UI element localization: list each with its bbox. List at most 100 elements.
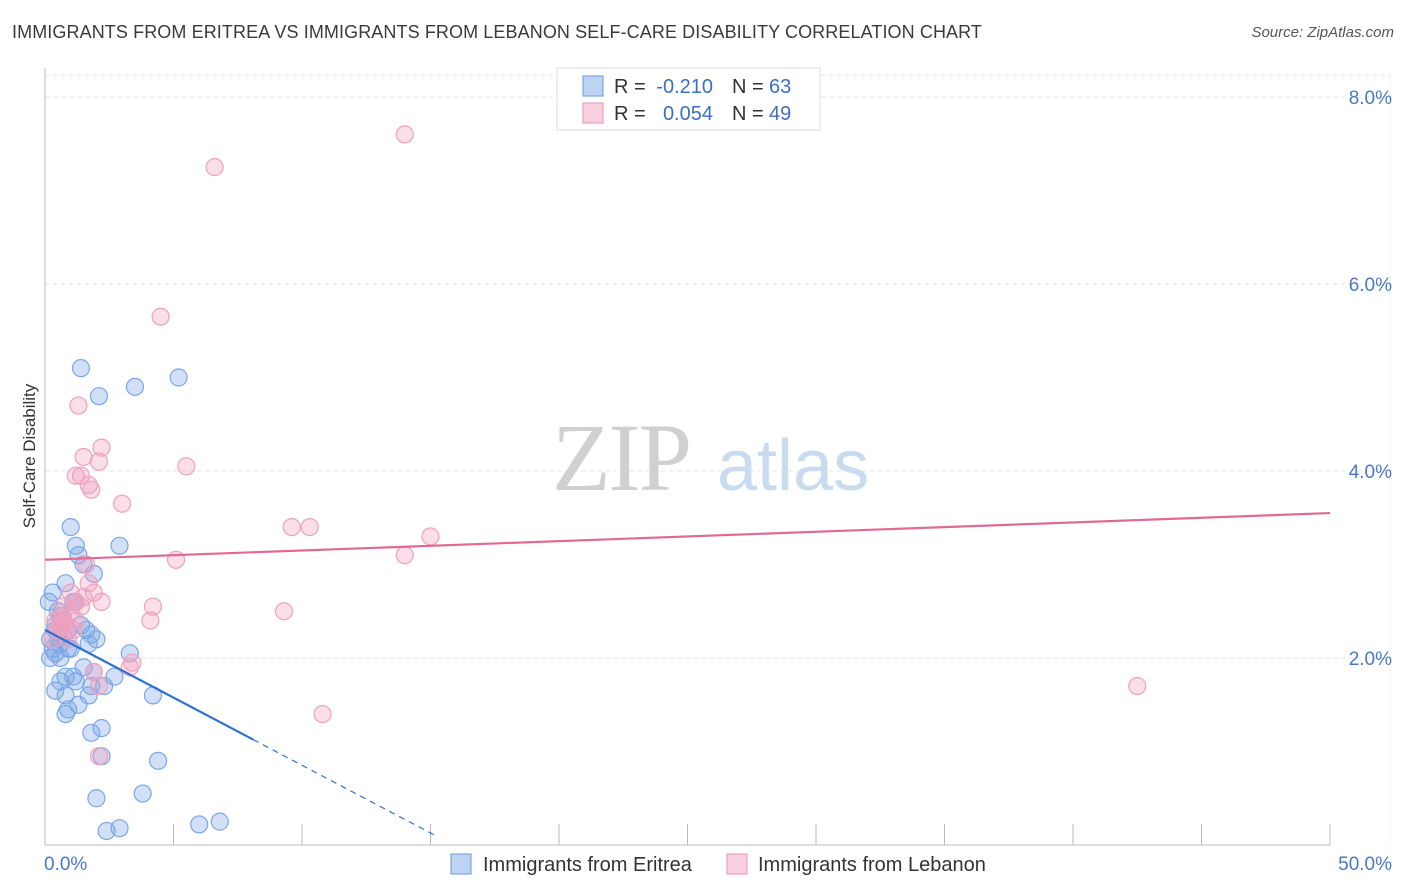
stats-n-label: N = [732,76,764,98]
eritrea-point [41,648,60,668]
eritrea-trend-line [44,628,254,741]
y-tick-label: 2.0% [1349,649,1392,670]
eritrea-point [71,359,91,378]
legend-label-lebanon: Immigrants from Lebanon [758,854,986,876]
stats-r-value: -0.210 [656,76,713,98]
eritrea-point [133,784,152,803]
eritrea-point [56,686,75,705]
lebanon-point [177,457,196,476]
legend-label-eritrea: Immigrants from Eritrea [483,854,693,876]
eritrea-point [92,719,111,738]
y-tick-label: 6.0% [1349,275,1392,296]
stats-swatch [582,75,604,97]
legend-swatch-lebanon [726,853,748,875]
lebanon-point [1128,676,1147,696]
axes [44,68,1331,846]
eritrea-point [190,815,209,834]
stats-n-label: N = [732,103,764,125]
eritrea-point [51,672,70,691]
lebanon-point [395,125,414,144]
eritrea-point [148,751,168,770]
lebanon-point [79,574,98,593]
eritrea-point [169,368,188,387]
eritrea-point [56,704,75,724]
lebanon-point [395,546,414,565]
lebanon-point [274,602,294,621]
x-tick-label: 0.0% [44,854,87,875]
y-tick-label: 8.0% [1349,88,1392,109]
lebanon-point [89,676,109,696]
trend-lines [44,511,1331,837]
lebanon-trend-line [44,511,1331,561]
eritrea-point [82,723,101,742]
lebanon-point [313,704,332,724]
eritrea-point [110,819,129,838]
watermark: ZIP atlas [552,404,869,511]
eritrea-trend-extension [252,739,436,837]
gridlines [45,74,1391,845]
eritrea-point [210,812,229,831]
eritrea-point [95,676,114,696]
lebanon-point [77,555,96,574]
legend-swatch-eritrea [450,853,472,875]
lebanon-point [92,592,111,612]
eritrea-point [89,387,109,406]
y-tick-labels: 2.0% 4.0% 6.0% 8.0% [1349,88,1392,670]
eritrea-point [56,574,75,593]
lebanon-point [120,658,139,677]
eritrea-point [51,648,70,668]
x-tick-labels: 0.0% 50.0% [44,854,1392,875]
stats-n-value: 63 [769,76,791,98]
lebanon-point [89,747,109,766]
lebanon-point [66,466,85,485]
x-tick-label: 50.0% [1338,854,1392,875]
eritrea-point [84,564,103,583]
stats-n-value: 49 [769,103,791,125]
lebanon-point [74,447,93,467]
lebanon-point [56,620,75,640]
lebanon-point [141,611,160,630]
lebanon-point [84,583,103,602]
lebanon-point [89,452,109,471]
lebanon-point [84,662,103,682]
lebanon-point [69,396,88,415]
lebanon-point [92,438,111,457]
lebanon-points [43,125,1147,766]
lebanon-point [205,158,224,177]
eritrea-point [79,686,98,705]
lebanon-point [74,588,93,607]
lebanon-point [143,597,163,616]
eritrea-point [66,672,85,691]
chart-source: Source: ZipAtlas.com [1251,24,1394,41]
watermark-atlas: atlas [717,426,869,506]
stats-r-label: R = [614,76,646,98]
y-tick-label: 4.0% [1349,462,1392,483]
eritrea-point [87,789,106,808]
bottom-legend: Immigrants from Eritrea Immigrants from L… [450,853,986,876]
eritrea-point [105,667,124,686]
lebanon-point [82,480,101,499]
watermark-zip: ZIP [552,404,690,511]
stats-r-label: R = [614,103,646,125]
eritrea-point [74,658,93,677]
eritrea-point [87,630,106,649]
stats-legend: R = -0.210 N = 63 R = 0.054 N = 49 [556,67,821,131]
stats-swatch [582,102,604,124]
lebanon-point [112,494,132,513]
eritrea-point [110,536,129,555]
lebanon-point [66,611,85,630]
eritrea-point [125,377,145,396]
eritrea-point [39,592,58,612]
eritrea-point [43,583,62,602]
lebanon-point [421,527,440,546]
lebanon-point [151,307,170,326]
eritrea-point [69,695,88,714]
y-axis-label: Self-Care Disability [20,383,39,528]
chart-title: IMMIGRANTS FROM ERITREA VS IMMIGRANTS FR… [12,22,983,42]
lebanon-point [300,517,319,537]
data-points [39,125,1147,841]
lebanon-point [282,517,301,537]
eritrea-point [46,681,65,700]
stats-r-value: 0.054 [663,103,713,125]
